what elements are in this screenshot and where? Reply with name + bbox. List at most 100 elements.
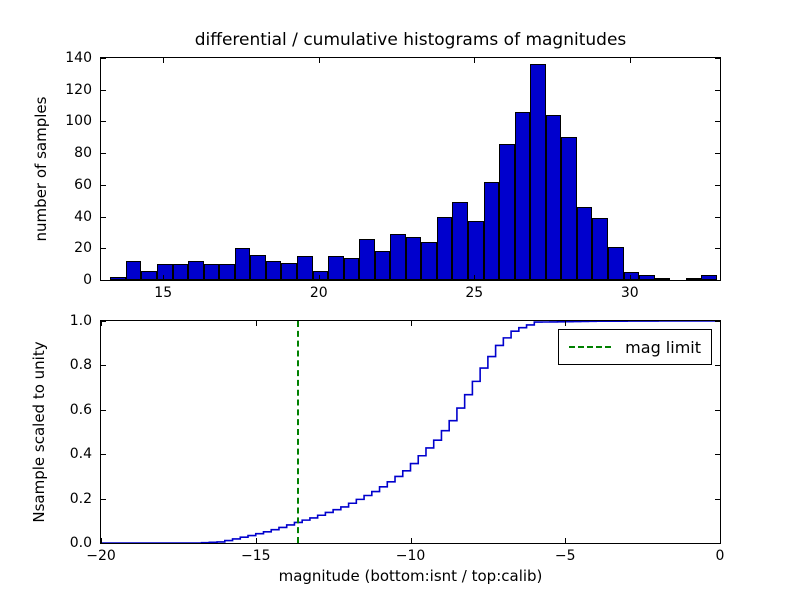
cumulative-histogram-axes: mag limit [100, 320, 721, 544]
y-tick-mark [101, 454, 106, 456]
y-tick-mark [101, 321, 106, 322]
histogram-bar [188, 260, 204, 280]
x-tick-label: 15 [154, 285, 173, 301]
x-tick-mark [410, 538, 412, 543]
histogram-bar [499, 143, 515, 280]
histogram-bar [639, 275, 655, 280]
x-tick-mark [410, 321, 412, 326]
x-tick-mark [255, 321, 257, 326]
x-tick-label: −20 [86, 548, 116, 564]
y-tick-label: 0.2 [69, 490, 92, 507]
x-tick-mark [163, 58, 165, 63]
y-tick-label: 0.6 [69, 401, 92, 418]
histogram-bar [405, 237, 422, 280]
histogram-bar [654, 278, 671, 280]
y-tick-mark [715, 248, 720, 250]
page-title: differential / cumulative histograms of … [194, 30, 627, 50]
histogram-bar [265, 260, 282, 280]
differential-histogram-axes [100, 57, 721, 281]
histogram-bar [592, 218, 608, 280]
histogram-bar [250, 254, 266, 280]
y-tick-mark [715, 216, 720, 218]
y-tick-label: 140 [65, 50, 92, 66]
histogram-bar [172, 264, 189, 280]
y-tick-label: 40 [74, 208, 92, 225]
y-tick-mark [101, 248, 106, 250]
x-tick-label: 30 [620, 285, 639, 301]
x-tick-mark [101, 538, 102, 543]
x-tick-label: −10 [395, 548, 426, 564]
y-tick-label: 0.8 [69, 357, 92, 374]
histogram-bar [701, 275, 717, 280]
histogram-bar [452, 202, 469, 280]
histogram-bar [110, 276, 126, 280]
histogram-bar [203, 264, 220, 280]
y-tick-mark [715, 454, 720, 456]
y-tick-mark [101, 121, 106, 123]
x-tick-mark [720, 538, 721, 543]
y-tick-label: 100 [65, 113, 92, 130]
y-tick-mark [101, 184, 106, 186]
x-tick-mark [720, 321, 721, 326]
histogram-bar [545, 115, 562, 280]
x-tick-mark [163, 275, 165, 280]
bottom-y-axis-label: Nsample scaled to unity [30, 341, 48, 523]
y-tick-mark [715, 153, 720, 155]
histogram-bar [576, 207, 593, 280]
y-tick-mark [101, 58, 106, 59]
x-axis-label: magnitude (bottom:isnt / top:calib) [278, 567, 543, 585]
x-tick-mark [629, 58, 631, 63]
histogram-bar [343, 257, 360, 280]
y-tick-label: 80 [74, 145, 92, 162]
y-tick-mark [101, 409, 106, 411]
histogram-bar [561, 137, 577, 280]
y-tick-label: 120 [65, 81, 92, 98]
x-tick-mark [101, 321, 102, 326]
y-tick-mark [715, 58, 720, 59]
x-tick-label: 20 [309, 285, 328, 301]
x-tick-mark [565, 321, 567, 326]
histogram-bar [328, 256, 344, 280]
x-tick-mark [255, 538, 257, 543]
histogram-bar [234, 248, 251, 280]
histogram-bar [312, 270, 329, 280]
mag-limit-legend-swatch [569, 346, 612, 348]
y-tick-mark [715, 409, 720, 411]
y-tick-mark [101, 216, 106, 218]
y-tick-label: 1.0 [69, 313, 92, 329]
histogram-bar [530, 64, 546, 280]
y-tick-mark [101, 543, 106, 544]
x-tick-mark [565, 538, 567, 543]
histogram-bar [436, 216, 453, 280]
x-tick-label: 25 [465, 285, 484, 301]
y-tick-mark [715, 543, 720, 544]
x-tick-mark [318, 275, 320, 280]
y-tick-label: 20 [74, 240, 92, 257]
histogram-bar [483, 181, 500, 280]
histogram-bar [514, 111, 531, 280]
y-tick-label: 0.0 [69, 535, 92, 551]
y-tick-mark [715, 498, 720, 500]
y-tick-mark [101, 89, 106, 91]
histogram-bar [156, 264, 173, 280]
y-tick-label: 60 [74, 176, 92, 193]
x-tick-label: −5 [554, 548, 576, 564]
mag-limit-vline [296, 321, 299, 543]
y-tick-mark [101, 153, 106, 155]
histogram-bar [685, 278, 702, 280]
histogram-bar [296, 256, 313, 280]
histogram-bar [623, 272, 640, 280]
x-tick-label: 0 [715, 548, 725, 564]
y-tick-mark [715, 89, 720, 91]
legend: mag limit [558, 329, 712, 365]
y-tick-label: 0.4 [69, 446, 92, 463]
histogram-bar [359, 238, 375, 280]
x-tick-label: −15 [240, 548, 271, 564]
y-tick-mark [715, 184, 720, 186]
y-tick-mark [715, 365, 720, 367]
x-tick-mark [474, 58, 476, 63]
histogram-bar [468, 221, 484, 280]
histogram-bars [101, 58, 720, 280]
x-tick-mark [318, 58, 320, 63]
